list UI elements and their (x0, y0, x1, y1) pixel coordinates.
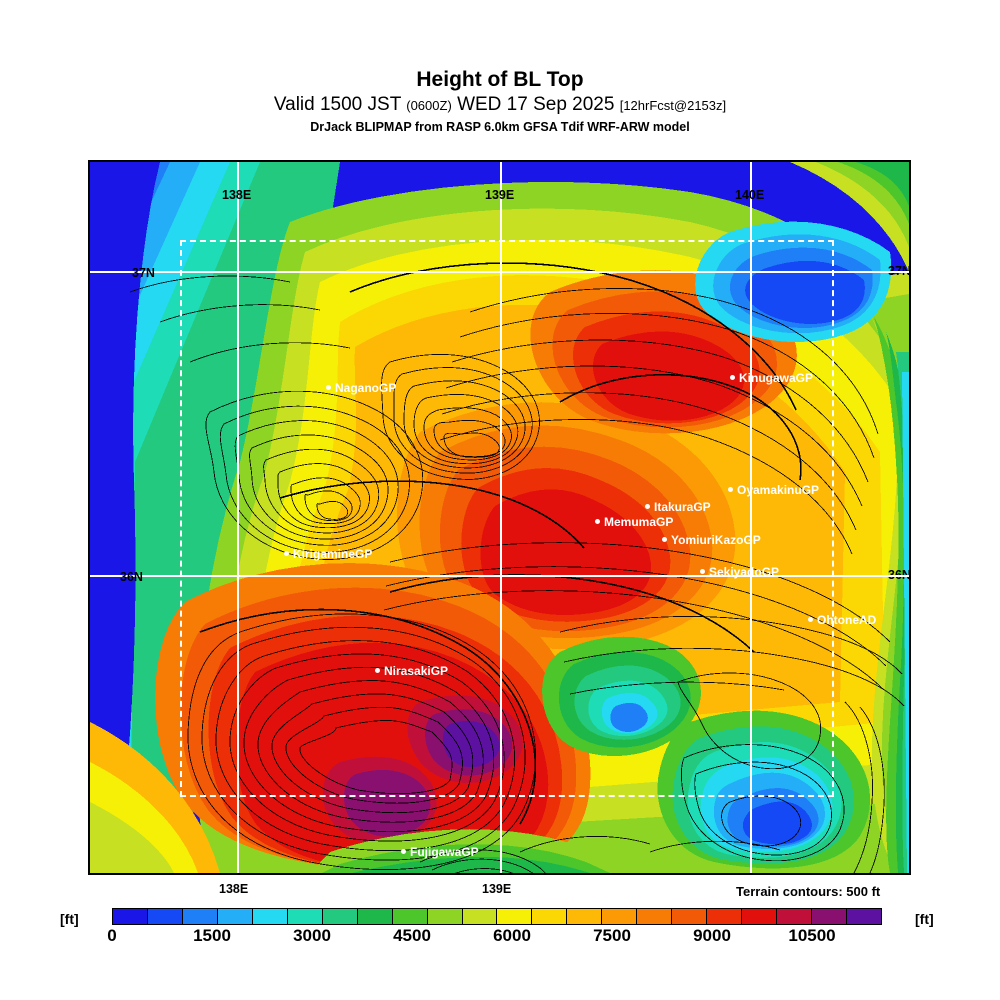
terrain-contour-note: Terrain contours: 500 ft (736, 884, 881, 899)
station-marker-sekiyadogp[interactable]: SekiyadoGP (700, 565, 779, 578)
station-label: FujigawaGP (410, 844, 479, 859)
map-plot-area[interactable]: 138E 139E 140E 37N 36N NaganoGP Kinugawa… (88, 160, 911, 875)
station-label: MemumaGP (604, 514, 674, 529)
colorbar-unit-left: [ft] (60, 911, 79, 927)
colorbar-swatch-19 (777, 909, 813, 924)
station-label: KinugawaGP (739, 370, 814, 385)
subdomain-dashed-box (180, 240, 834, 797)
lat-label-37n-left: 37N (132, 266, 155, 280)
weather-field-raster (90, 162, 909, 873)
station-label: NirasakiGP (384, 663, 449, 678)
station-dot-icon (730, 375, 735, 381)
valid-time-line: Valid 1500 JST (0600Z) WED 17 Sep 2025 [… (0, 93, 1000, 117)
station-marker-naganogp[interactable]: NaganoGP (326, 381, 396, 394)
colorbar-swatch-10 (462, 909, 498, 924)
station-marker-nirasakigp[interactable]: NirasakiGP (375, 664, 448, 677)
station-dot-icon (326, 385, 331, 391)
colorbar-swatch-15 (637, 909, 673, 924)
longitude-gridline-138e (237, 162, 239, 873)
colorbar-swatch-1 (147, 909, 183, 924)
station-marker-fujigawagp[interactable]: FujigawaGP (401, 845, 479, 858)
colorbar-swatch-0 (113, 909, 148, 924)
colorbar-swatch-11 (497, 909, 533, 924)
station-dot-icon (595, 519, 600, 525)
colorbar-swatch-17 (707, 909, 743, 924)
forecast-tag: [12hrFcst@2153z] (619, 98, 727, 113)
station-marker-itakuragp[interactable]: ItakuraGP (645, 500, 711, 513)
station-marker-kirigaminegp[interactable]: KirigamineGP (284, 547, 372, 560)
lon-label-140e-top: 140E (735, 188, 765, 202)
page-title: Height of BL Top (416, 68, 584, 91)
colorbar-swatch-5 (287, 909, 323, 924)
colorbar-swatch-12 (532, 909, 568, 924)
valid-time-utc: (0600Z) (406, 98, 452, 113)
model-description: DrJack BLIPMAP from RASP 6.0km GFSA Tdif… (310, 120, 690, 134)
colorbar-swatch-9 (427, 909, 463, 924)
valid-date: WED 17 Sep 2025 (457, 94, 615, 115)
station-label: SekiyadoGP (709, 564, 780, 579)
colorbar-swatches (112, 908, 882, 925)
colorbar-tick-labels: 0 1500 3000 4500 6000 7500 9000 10500 (107, 926, 882, 948)
station-marker-memumagp[interactable]: MemumaGP (595, 515, 673, 528)
station-marker-kinugawagp[interactable]: KinugawaGP (730, 371, 813, 384)
colorbar-swatch-20 (812, 909, 848, 924)
latitude-gridline-36n (90, 575, 909, 577)
title-block: Height of BL Top Valid 1500 JST (0600Z) … (0, 68, 1000, 135)
longitude-gridline-140e (750, 162, 752, 873)
colorbar-swatch-13 (567, 909, 603, 924)
station-label: KirigamineGP (293, 546, 373, 561)
colorbar-tick-6000: 6000 (493, 926, 531, 945)
station-label: ItakuraGP (654, 499, 711, 514)
colorbar-swatch-14 (602, 909, 638, 924)
colorbar-tick-4500: 4500 (393, 926, 431, 945)
colorbar-unit-right: [ft] (915, 911, 934, 927)
colorbar-swatch-4 (252, 909, 288, 924)
colorbar-tick-10500: 10500 (788, 926, 836, 945)
colorbar-tick-1500: 1500 (193, 926, 231, 945)
station-dot-icon (401, 849, 406, 855)
valid-time-prefix: Valid 1500 JST (273, 94, 401, 115)
station-marker-ohtonead[interactable]: OhtoneAD (808, 613, 876, 626)
colorbar-swatch-21 (847, 909, 881, 924)
colorbar-swatch-6 (322, 909, 358, 924)
station-label: OhtoneAD (817, 612, 877, 627)
station-dot-icon (284, 551, 289, 557)
lon-label-138e-bottom: 138E (219, 882, 249, 896)
colorbar-tick-7500: 7500 (593, 926, 631, 945)
station-marker-yomiurikazogp[interactable]: YomiuriKazoGP (662, 533, 761, 546)
station-dot-icon (808, 617, 813, 623)
colorbar-tick-0: 0 (107, 926, 117, 945)
station-dot-icon (700, 569, 705, 575)
colorbar-swatch-2 (182, 909, 218, 924)
colorbar-legend: [ft] [ft] 0 1500 3000 4500 6000 7500 9000 10500 (0, 905, 1000, 950)
station-dot-icon (645, 504, 650, 510)
station-dot-icon (728, 487, 733, 493)
longitude-gridline-139e (500, 162, 502, 873)
latitude-gridline-37n (90, 271, 909, 273)
lon-label-139e-bottom: 139E (482, 882, 512, 896)
station-label: YomiuriKazoGP (671, 532, 761, 547)
station-dot-icon (662, 537, 667, 543)
colorbar-tick-3000: 3000 (293, 926, 331, 945)
lon-label-139e-top: 139E (485, 188, 515, 202)
lat-label-36n-left: 36N (120, 570, 143, 584)
station-label: OyamakinuGP (737, 482, 820, 497)
colorbar-tick-9000: 9000 (693, 926, 731, 945)
colorbar-swatch-18 (742, 909, 778, 924)
colorbar-swatch-7 (357, 909, 393, 924)
colorbar-swatch-8 (392, 909, 428, 924)
station-marker-oyamakinugp[interactable]: OyamakinuGP (728, 483, 819, 496)
station-label: NaganoGP (335, 380, 397, 395)
lon-label-138e-top: 138E (222, 188, 252, 202)
station-dot-icon (375, 668, 380, 674)
colorbar-swatch-3 (217, 909, 253, 924)
colorbar-swatch-16 (672, 909, 708, 924)
